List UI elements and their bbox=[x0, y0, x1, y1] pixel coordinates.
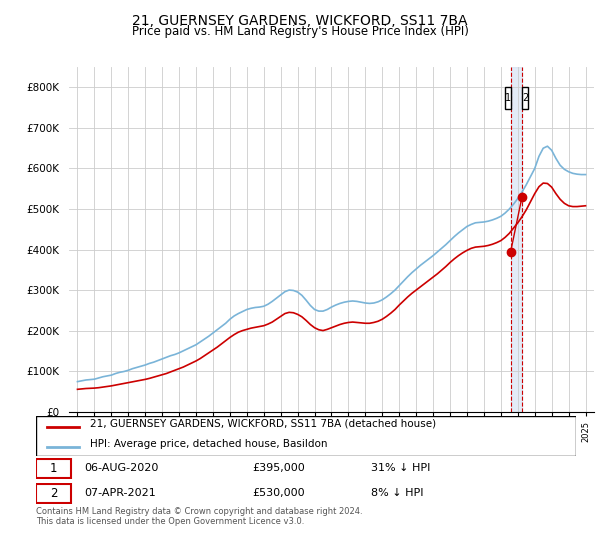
Text: HPI: Average price, detached house, Basildon: HPI: Average price, detached house, Basi… bbox=[90, 439, 328, 449]
Bar bbox=[511, 67, 522, 412]
Text: 2: 2 bbox=[522, 93, 528, 103]
Text: 21, GUERNSEY GARDENS, WICKFORD, SS11 7BA (detached house): 21, GUERNSEY GARDENS, WICKFORD, SS11 7BA… bbox=[90, 419, 436, 429]
Text: 31% ↓ HPI: 31% ↓ HPI bbox=[371, 463, 430, 473]
Text: Contains HM Land Registry data © Crown copyright and database right 2024.
This d: Contains HM Land Registry data © Crown c… bbox=[36, 507, 362, 526]
Text: 21, GUERNSEY GARDENS, WICKFORD, SS11 7BA: 21, GUERNSEY GARDENS, WICKFORD, SS11 7BA bbox=[132, 14, 468, 28]
Text: 8% ↓ HPI: 8% ↓ HPI bbox=[371, 488, 424, 498]
Text: £395,000: £395,000 bbox=[252, 463, 305, 473]
Text: 2: 2 bbox=[50, 487, 58, 500]
Bar bbox=[36, 484, 71, 503]
Text: Price paid vs. HM Land Registry's House Price Index (HPI): Price paid vs. HM Land Registry's House … bbox=[131, 25, 469, 38]
Text: 1: 1 bbox=[50, 461, 58, 475]
Text: £530,000: £530,000 bbox=[252, 488, 305, 498]
Text: 07-APR-2021: 07-APR-2021 bbox=[85, 488, 157, 498]
Bar bbox=[505, 87, 511, 109]
Bar bbox=[522, 87, 528, 109]
Text: 06-AUG-2020: 06-AUG-2020 bbox=[85, 463, 159, 473]
Bar bbox=[36, 459, 71, 478]
Text: 1: 1 bbox=[505, 93, 511, 103]
